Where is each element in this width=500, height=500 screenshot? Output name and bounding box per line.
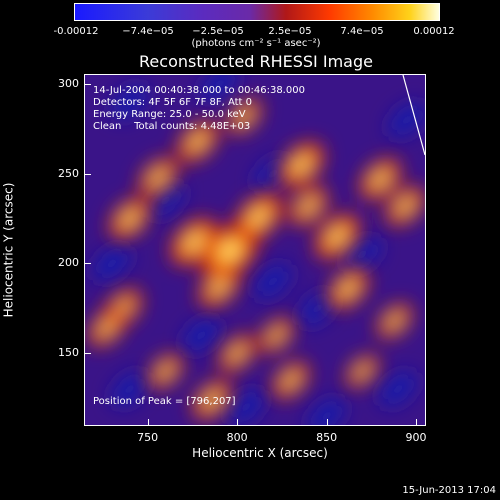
colorbar: [74, 3, 440, 21]
emission-source: [134, 153, 183, 202]
emission-source: [284, 182, 333, 230]
x-tick-label: 900: [405, 431, 427, 444]
emission-source: [143, 349, 188, 393]
y-tick-label: 250: [58, 166, 79, 180]
colorbar-tick: −2.5e−05: [192, 26, 244, 37]
colorbar-units: (photons cm⁻² s⁻¹ asec⁻²): [191, 38, 321, 49]
y-tick-mark: [85, 353, 91, 355]
y-tick-label: 300: [58, 76, 79, 90]
emission-source: [355, 154, 406, 205]
emission-source: [165, 213, 223, 271]
colorbar-tick: 0.00012: [413, 26, 455, 37]
emission-source: [230, 188, 287, 246]
negative-lobe: [307, 398, 346, 425]
peak-position-label: Position of Peak = [796,207]: [93, 396, 236, 407]
emission-source: [341, 350, 383, 392]
annotation-line: Detectors: 4F 5F 6F 7F 8F, Att 0: [93, 97, 253, 108]
colorbar-tick: −7.4e−05: [122, 26, 174, 37]
negative-lobe: [110, 84, 149, 120]
y-tick-mark: [85, 263, 91, 265]
x-tick-label: 850: [316, 431, 338, 444]
x-tick-mark: [147, 419, 149, 425]
negative-lobe: [379, 371, 417, 407]
chart-title: Reconstructed RHESSI Image: [139, 52, 373, 71]
annotation-line: Energy Range: 25.0 - 50.0 keV: [93, 109, 246, 120]
colorbar-tick: 7.4e−05: [340, 26, 384, 37]
colorbar-tick: 2.5e−05: [268, 26, 312, 37]
y-tick-label: 200: [58, 256, 79, 270]
y-tick-label: 150: [58, 346, 79, 360]
negative-lobe: [227, 389, 265, 425]
intensity-map: [85, 75, 425, 425]
emission-source: [268, 357, 314, 403]
solar-limb: [402, 75, 425, 156]
generation-date: 15-Jun-2013 17:04: [402, 485, 496, 496]
emission-source: [323, 263, 374, 314]
emission-source: [188, 376, 236, 424]
x-axis-label: Heliocentric X (arcsec): [192, 446, 328, 460]
annotation-line: 14-Jul-2004 00:40:38.000 to 00:46:38.000: [93, 85, 305, 96]
negative-lobe: [110, 371, 149, 407]
emission-source: [214, 330, 260, 376]
negative-lobe: [388, 102, 425, 138]
x-tick-mark: [237, 419, 239, 425]
emission-source: [381, 182, 425, 230]
colorbar-tick: -0.00012: [53, 26, 99, 37]
y-axis-label: Heliocentric Y (arcsec): [1, 182, 16, 318]
negative-lobe: [254, 264, 292, 299]
negative-lobe: [182, 317, 221, 353]
annotation-line: Clean Total counts: 4.48E+03: [93, 121, 251, 132]
negative-lobe: [93, 246, 131, 281]
emission-source: [104, 193, 155, 244]
emission-source: [274, 137, 329, 192]
emission-source: [85, 305, 130, 351]
x-tick-label: 750: [137, 431, 159, 444]
image-plot-area: 14-Jul-2004 00:40:38.000 to 00:46:38.000…: [84, 74, 426, 426]
emission-source: [222, 94, 266, 138]
emission-source: [372, 299, 417, 343]
emission-source: [254, 313, 299, 357]
emission-source: [194, 261, 245, 312]
x-tick-mark: [416, 419, 418, 425]
emission-source: [310, 209, 365, 264]
y-tick-mark: [85, 173, 91, 175]
negative-lobe: [200, 75, 239, 102]
x-tick-label: 800: [226, 431, 248, 444]
x-tick-mark: [326, 419, 328, 425]
y-tick-mark: [85, 83, 91, 85]
emission-source: [172, 116, 223, 167]
